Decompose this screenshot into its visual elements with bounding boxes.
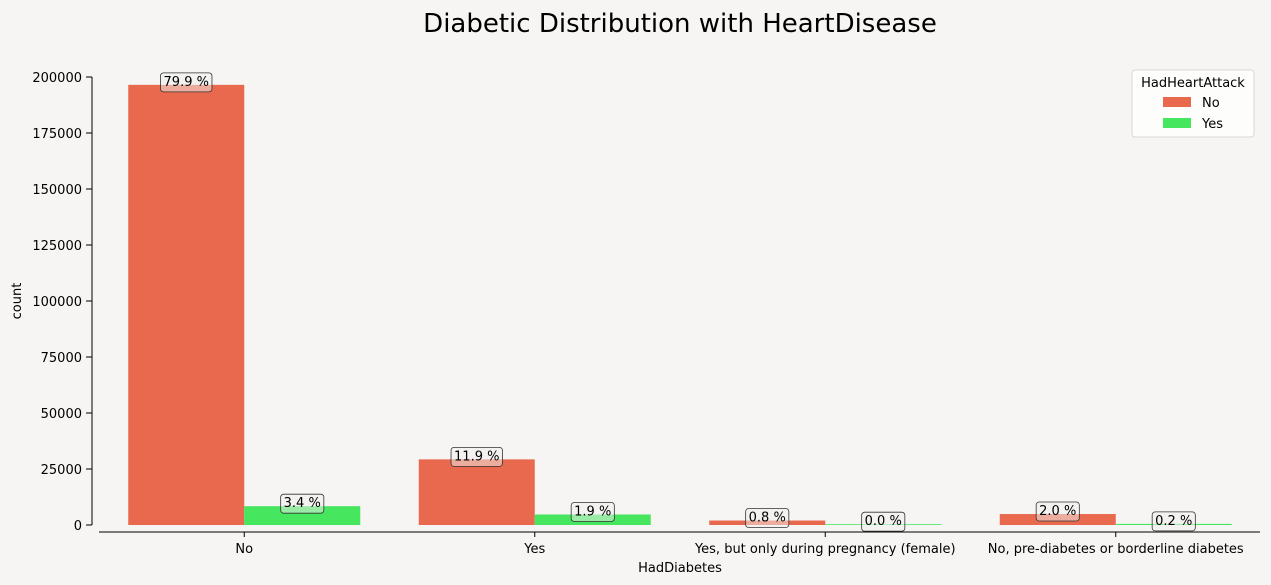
legend-label-yes: Yes <box>1201 117 1223 132</box>
data-label-box <box>160 72 213 93</box>
data-label-text: 79.9 % <box>164 75 209 90</box>
y-tick-label: 150000 <box>32 183 82 198</box>
x-tick-label: Yes <box>523 542 545 557</box>
data-label-no-1: 11.9 % <box>450 446 503 467</box>
data-labels-group: 79.9 % 11.9 % 0.8 % 2.0 % 3.4 % 1.9 % 0.0 % 0.2… <box>160 72 1196 532</box>
legend: HadHeartAttack No Yes <box>1131 69 1255 138</box>
data-label-box <box>1151 511 1196 532</box>
bar-no-0 <box>128 84 245 525</box>
data-label-box <box>861 511 906 532</box>
data-label-box <box>570 502 615 522</box>
legend-swatch-no <box>1163 97 1191 107</box>
legend-swatch-yes <box>1163 118 1191 128</box>
x-tick-label: No, pre-diabetes or borderline diabetes <box>988 542 1244 557</box>
data-label-text: 1.9 % <box>574 504 611 519</box>
data-label-box <box>280 493 325 514</box>
data-label-text: 0.0 % <box>865 514 902 529</box>
y-tick-label: 125000 <box>32 239 82 254</box>
bar-yes-0 <box>244 506 361 525</box>
bars-group <box>128 84 1232 525</box>
data-label-no-0: 79.9 % <box>160 72 213 93</box>
data-label-text: 0.2 % <box>1155 514 1192 529</box>
y-axis-label: count <box>10 283 25 320</box>
y-tick-label: 50000 <box>41 407 82 422</box>
y-tick-label: 175000 <box>32 127 82 142</box>
y-tick-label: 75000 <box>41 351 82 366</box>
data-label-box <box>450 446 503 467</box>
data-label-yes-0: 3.4 % <box>280 493 325 514</box>
legend-label-no: No <box>1202 96 1220 111</box>
data-label-text: 3.4 % <box>284 496 321 511</box>
data-label-text: 2.0 % <box>1039 504 1076 519</box>
data-label-yes-3: 0.2 % <box>1151 511 1196 532</box>
chart-title: Diabetic Distribution with HeartDisease <box>423 9 937 39</box>
x-axis-label: HadDiabetes <box>638 561 722 576</box>
y-tick-label: 200000 <box>32 71 82 86</box>
y-tick-label: 25000 <box>41 463 82 478</box>
data-label-no-2: 0.8 % <box>745 508 790 528</box>
data-label-box <box>745 508 790 528</box>
data-label-text: 11.9 % <box>454 449 499 464</box>
data-label-no-3: 2.0 % <box>1035 501 1080 522</box>
bar-no-1 <box>418 459 535 525</box>
x-tick-label: Yes, but only during pregnancy (female) <box>694 542 956 557</box>
y-axis: 0 25000 50000 75000 100000 125000 150000 175000… <box>32 71 93 534</box>
y-tick-label: 100000 <box>32 295 82 310</box>
legend-box <box>1131 69 1255 138</box>
x-axis: No Yes Yes, but only during pregnancy (fem… <box>99 531 1260 557</box>
data-label-box <box>1035 501 1080 522</box>
legend-title: HadHeartAttack <box>1141 76 1245 91</box>
data-label-yes-2: 0.0 % <box>861 511 906 532</box>
data-label-text: 0.8 % <box>749 511 786 526</box>
y-tick-label: 0 <box>74 519 82 534</box>
data-label-yes-1: 1.9 % <box>570 502 615 522</box>
x-tick-label: No <box>235 542 253 557</box>
